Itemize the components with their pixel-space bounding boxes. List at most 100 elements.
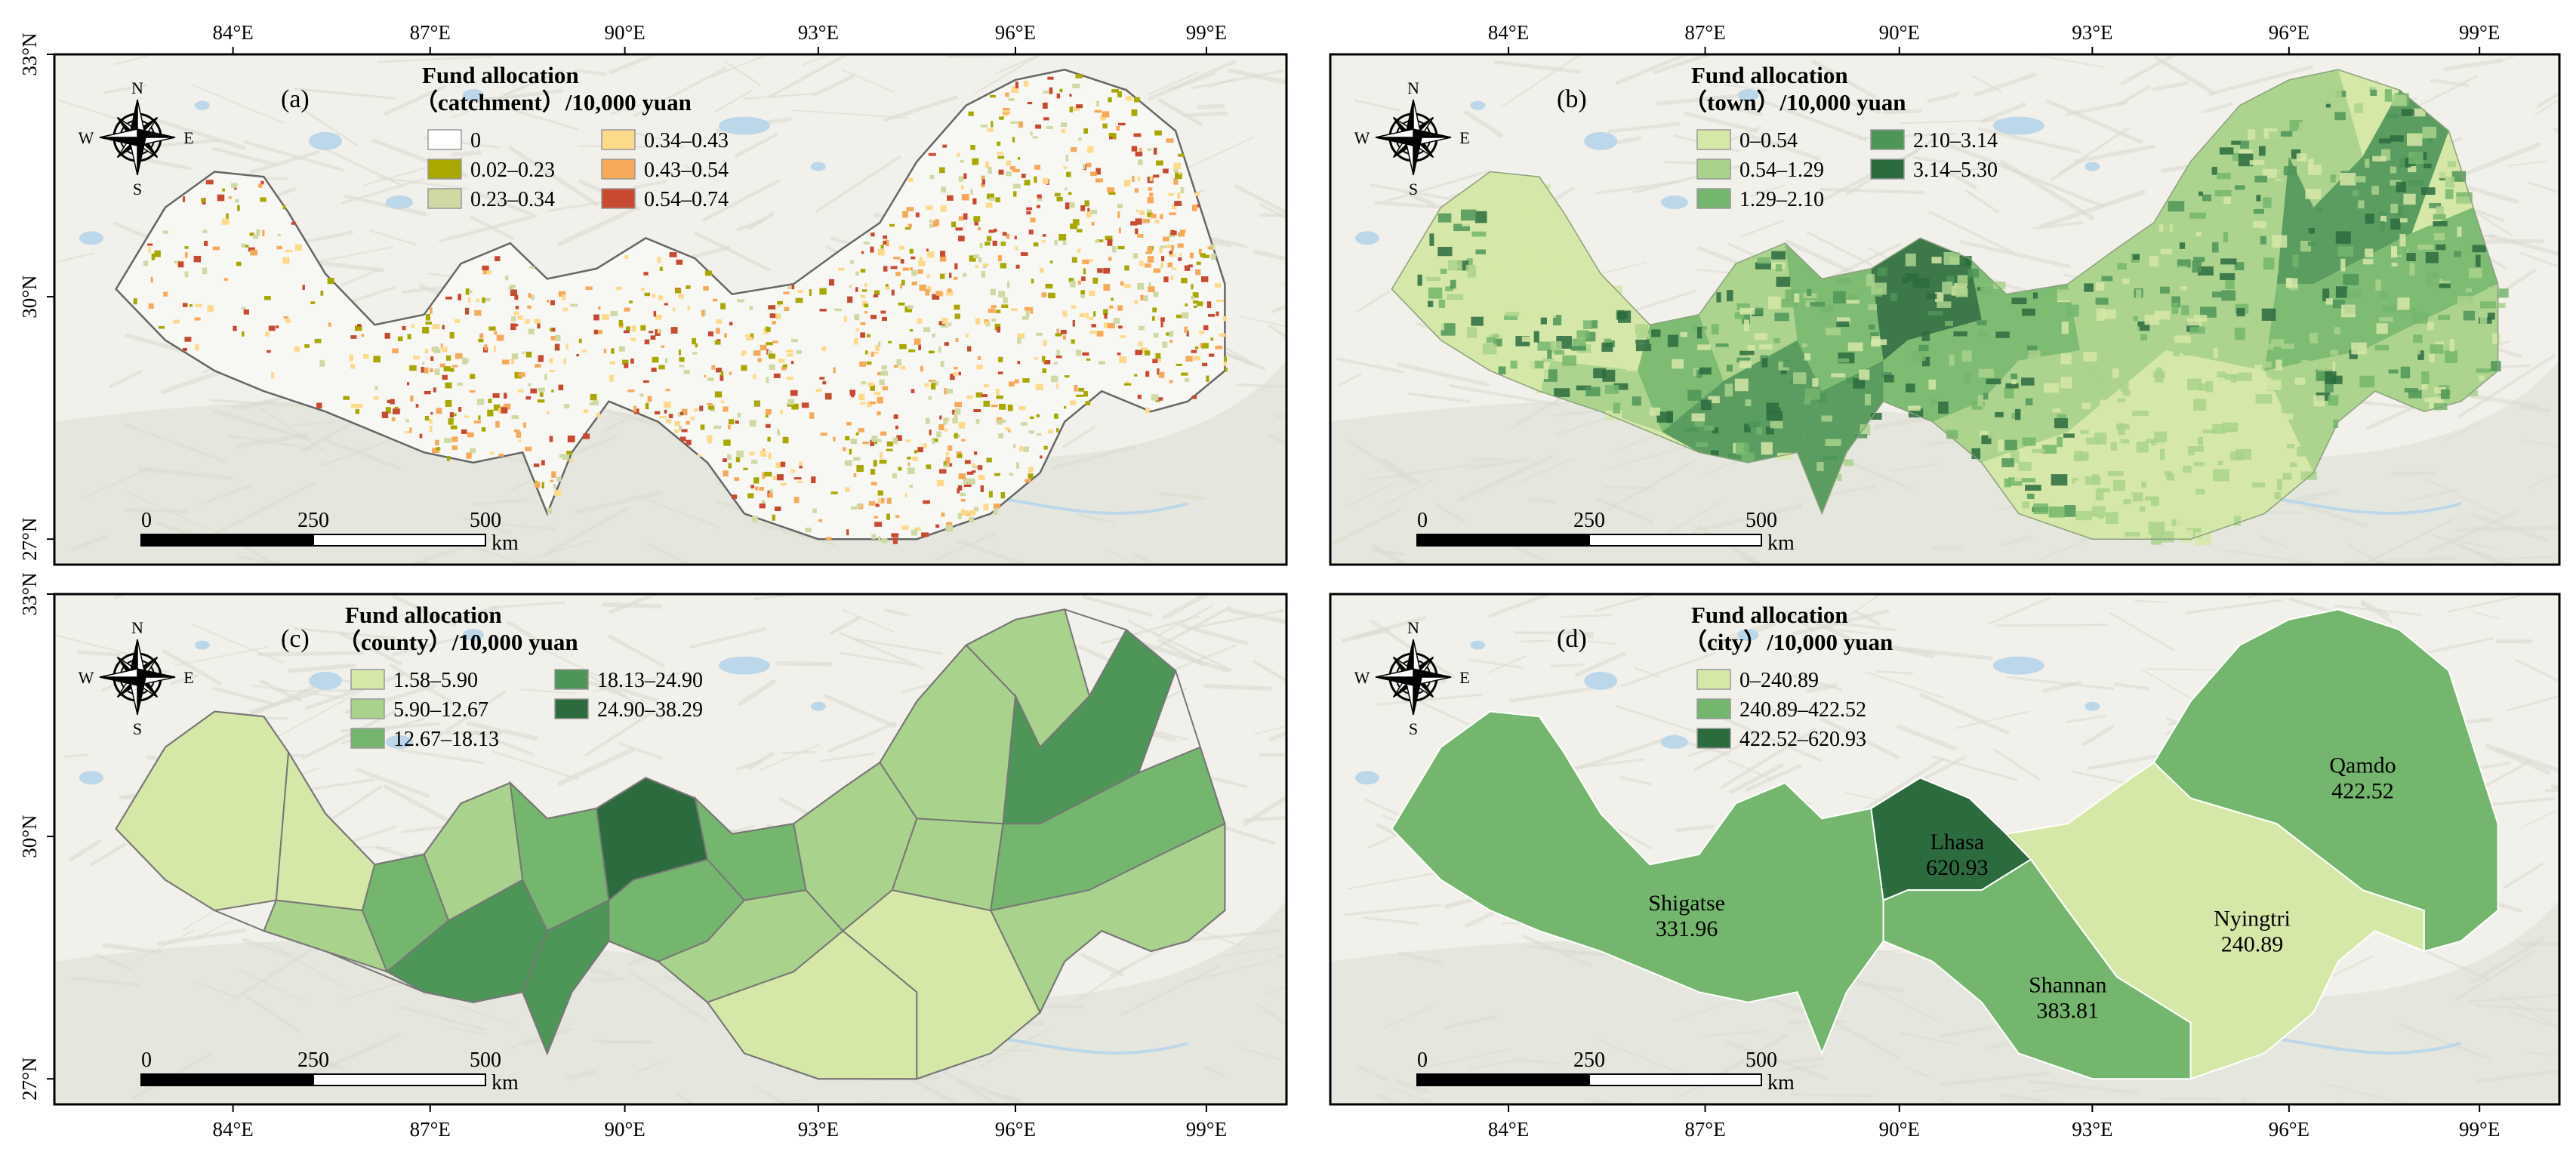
terrain-streak bbox=[743, 92, 815, 100]
catchment-patch bbox=[627, 390, 635, 393]
catchment-patch bbox=[1014, 236, 1017, 240]
catchment-patch bbox=[1147, 212, 1153, 217]
catchment-patch bbox=[1063, 166, 1068, 169]
terrain-streak bbox=[1744, 133, 1822, 162]
catchment-patch bbox=[1008, 98, 1015, 101]
catchment-patch bbox=[590, 393, 597, 401]
catchment-patch bbox=[530, 388, 538, 394]
catchment-patch bbox=[510, 289, 517, 297]
catchment-patch bbox=[957, 453, 963, 458]
town-patch bbox=[2213, 348, 2219, 359]
legend-subtitle: （town）/10,000 yuan bbox=[1684, 89, 1906, 115]
town-patch bbox=[1793, 372, 1807, 384]
town-patch bbox=[1983, 393, 1989, 400]
town-patch bbox=[2468, 268, 2482, 279]
catchment-patch bbox=[501, 359, 510, 365]
town-patch bbox=[2449, 339, 2454, 352]
catchment-patch bbox=[895, 515, 900, 519]
terrain-streak bbox=[2495, 747, 2559, 773]
catchment-patch bbox=[397, 336, 403, 342]
catchment-patch bbox=[630, 337, 636, 341]
lon-tick-label: 96°E bbox=[995, 21, 1036, 44]
catchment-patch bbox=[787, 399, 794, 405]
terrain-streak bbox=[1182, 111, 1228, 118]
catchment-patch bbox=[1113, 318, 1120, 324]
catchment-patch bbox=[1010, 121, 1018, 124]
town-patch bbox=[2195, 488, 2205, 494]
catchment-patch bbox=[877, 498, 881, 504]
catchment-patch bbox=[467, 432, 474, 438]
town-patch bbox=[2376, 323, 2388, 334]
catchment-patch bbox=[151, 253, 156, 260]
catchment-patch bbox=[1068, 202, 1075, 208]
town-patch bbox=[2181, 305, 2189, 316]
catchment-patch bbox=[1160, 262, 1163, 269]
catchment-patch bbox=[912, 456, 918, 461]
town-patch bbox=[2198, 383, 2208, 391]
catchment-patch bbox=[985, 202, 993, 208]
town-patch bbox=[2108, 470, 2124, 476]
catchment-patch bbox=[975, 264, 978, 269]
catchment-patch bbox=[929, 430, 932, 436]
catchment-patch bbox=[446, 355, 451, 361]
catchment-patch bbox=[649, 331, 654, 334]
terrain-streak bbox=[63, 753, 89, 758]
terrain-streak bbox=[1739, 219, 1786, 239]
town-patch bbox=[1982, 405, 1989, 416]
catchment-patch bbox=[1153, 268, 1161, 273]
town-patch bbox=[2400, 366, 2411, 379]
catchment-patch bbox=[787, 285, 794, 290]
catchment-patch bbox=[466, 452, 472, 459]
town-patch bbox=[2300, 471, 2317, 480]
town-patch bbox=[2417, 245, 2434, 250]
town-patch bbox=[1475, 211, 1487, 223]
lon-tick-label: 90°E bbox=[1879, 1118, 1920, 1141]
catchment-patch bbox=[464, 415, 469, 418]
terrain-streak bbox=[162, 649, 222, 685]
town-patch bbox=[2239, 149, 2253, 154]
town-patch bbox=[2325, 380, 2334, 393]
town-patch bbox=[2211, 242, 2219, 253]
town-patch bbox=[1946, 276, 1955, 286]
catchment-patch bbox=[938, 167, 945, 174]
town-patch bbox=[2277, 479, 2282, 491]
town-patch bbox=[2185, 529, 2193, 540]
terrain-streak bbox=[249, 690, 320, 714]
catchment-patch bbox=[1181, 372, 1188, 376]
catchment-patch bbox=[451, 436, 458, 442]
catchment-patch bbox=[1139, 210, 1145, 215]
catchment-patch bbox=[1028, 229, 1034, 235]
town-patch bbox=[1551, 275, 1561, 282]
catchment-patch bbox=[711, 365, 716, 370]
catchment-patch bbox=[422, 362, 425, 365]
catchment-patch bbox=[911, 389, 915, 393]
catchment-patch bbox=[195, 303, 202, 307]
town-patch bbox=[2319, 413, 2326, 421]
town-patch bbox=[1724, 383, 1733, 397]
city-region bbox=[2152, 608, 2499, 953]
catchment-patch bbox=[1137, 177, 1141, 181]
catchment-patch bbox=[1058, 234, 1067, 241]
catchment-patch bbox=[504, 393, 507, 399]
catchment-patch bbox=[922, 533, 926, 537]
town-patch bbox=[2014, 475, 2022, 482]
catchment-patch bbox=[764, 471, 772, 477]
catchment-patch bbox=[768, 492, 773, 498]
catchment-patch bbox=[653, 311, 657, 317]
catchment-patch bbox=[294, 244, 302, 251]
catchment-patch bbox=[522, 351, 525, 355]
catchment-patch bbox=[1225, 368, 1228, 372]
catchment-patch bbox=[1050, 375, 1058, 383]
catchment-patch bbox=[991, 404, 998, 408]
catchment-patch bbox=[974, 218, 978, 226]
catchment-patch bbox=[425, 313, 430, 321]
lake bbox=[810, 162, 826, 171]
terrain-streak bbox=[1764, 135, 1794, 149]
catchment-patch bbox=[928, 350, 935, 354]
town-patch bbox=[2220, 273, 2236, 280]
town-patch bbox=[1457, 334, 1469, 340]
town-patch bbox=[2236, 307, 2245, 317]
catchment-patch bbox=[914, 450, 918, 454]
catchment-patch bbox=[505, 275, 509, 281]
catchment-patch bbox=[361, 334, 365, 337]
